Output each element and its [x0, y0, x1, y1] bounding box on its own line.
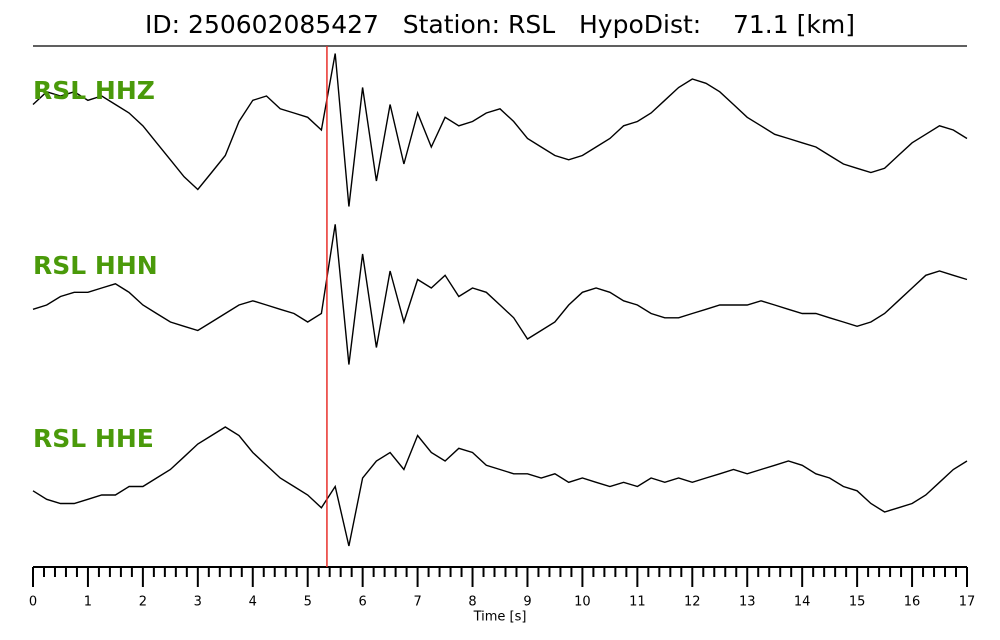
x-tick-label: 3 — [194, 595, 202, 610]
x-tick-label: 0 — [29, 595, 37, 610]
x-tick-label: 15 — [849, 595, 866, 610]
x-tick-label: 5 — [304, 595, 312, 610]
chart-title: ID: 250602085427 Station: RSL HypoDist: … — [145, 10, 855, 39]
x-tick-label: 13 — [739, 595, 756, 610]
trace-label: RSL HHZ — [33, 76, 155, 105]
x-tick-label: 2 — [139, 595, 147, 610]
trace-label: RSL HHE — [33, 424, 154, 453]
x-tick-label: 10 — [574, 595, 591, 610]
x-tick-label: 4 — [249, 595, 257, 610]
x-tick-label: 7 — [413, 595, 421, 610]
trace — [32, 426, 968, 547]
x-tick-label: 12 — [684, 595, 701, 610]
x-tick-label: 1 — [84, 595, 92, 610]
x-tick-label: 8 — [468, 595, 476, 610]
x-tick-label: 6 — [359, 595, 367, 610]
x-tick-label: 14 — [794, 595, 811, 610]
x-tick-label: 11 — [629, 595, 646, 610]
trace — [32, 53, 968, 207]
x-tick-label: 9 — [523, 595, 531, 610]
x-tick-label: 17 — [959, 595, 976, 610]
trace — [32, 224, 968, 365]
x-axis-label: Time [s] — [473, 610, 527, 625]
x-tick-label: 16 — [904, 595, 921, 610]
trace-label: RSL HHN — [33, 251, 158, 280]
